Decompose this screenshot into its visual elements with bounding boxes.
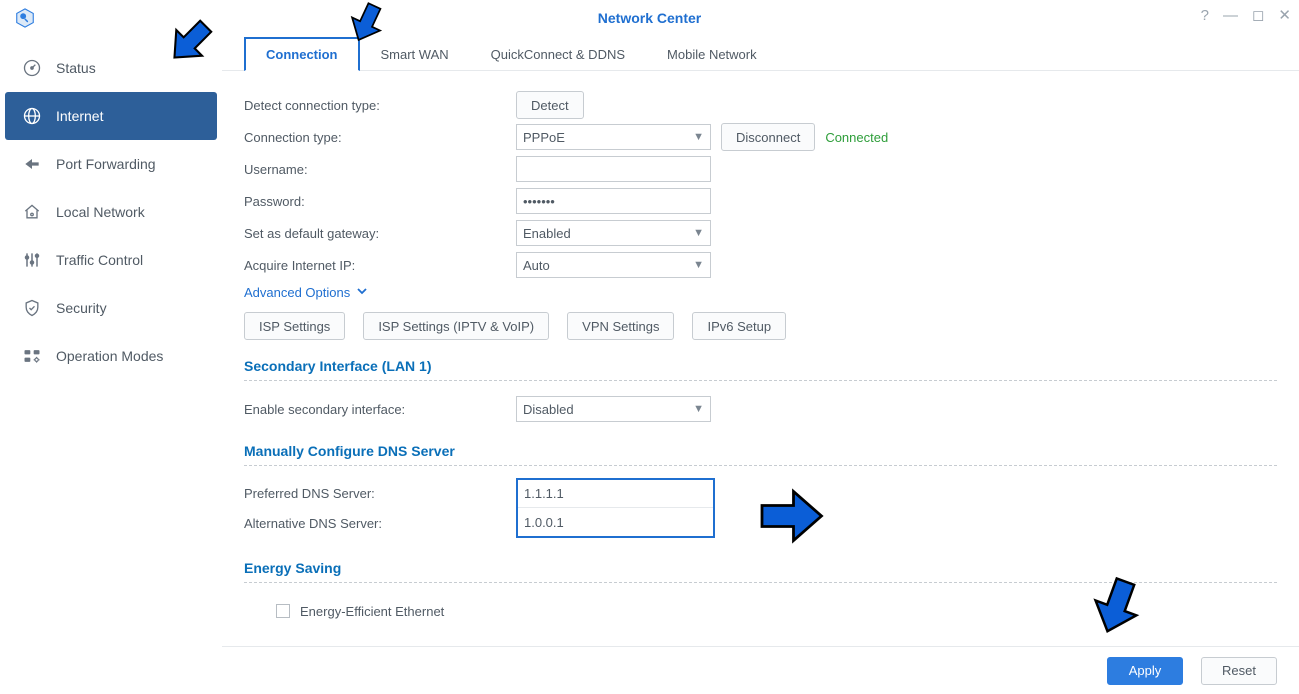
sidebar-item-internet[interactable]: Internet xyxy=(5,92,217,140)
chevron-down-icon: ▼ xyxy=(693,403,704,415)
window-title: Network Center xyxy=(0,10,1299,26)
secondary-enable-label: Enable secondary interface: xyxy=(244,402,516,417)
isp-settings-button[interactable]: ISP Settings xyxy=(244,312,345,340)
password-input[interactable] xyxy=(516,188,711,214)
gateway-select[interactable]: Enabled ▼ xyxy=(516,220,711,246)
energy-section-title: Energy Saving xyxy=(244,560,1277,582)
sidebar-item-port-forwarding[interactable]: Port Forwarding xyxy=(0,140,222,188)
modes-icon xyxy=(22,346,42,366)
window-controls: ? — ◻ ✕ xyxy=(1201,6,1291,24)
sidebar-item-label: Local Network xyxy=(56,204,145,220)
sidebar: Status Internet Port Forwarding Local Ne… xyxy=(0,36,222,694)
minimize-icon[interactable]: — xyxy=(1223,7,1238,24)
sidebar-item-label: Internet xyxy=(56,108,103,124)
dns-highlight-box xyxy=(516,478,715,538)
acquire-label: Acquire Internet IP: xyxy=(244,258,516,273)
shield-icon xyxy=(22,298,42,318)
energy-efficient-label: Energy-Efficient Ethernet xyxy=(300,604,444,619)
connection-status: Connected xyxy=(825,130,888,145)
titlebar: Network Center ? — ◻ ✕ xyxy=(0,0,1299,36)
alternative-dns-input[interactable] xyxy=(518,508,713,536)
energy-efficient-checkbox[interactable] xyxy=(276,604,290,618)
isp-iptv-voip-button[interactable]: ISP Settings (IPTV & VoIP) xyxy=(363,312,549,340)
gateway-value: Enabled xyxy=(523,226,571,241)
acquire-value: Auto xyxy=(523,258,550,273)
sidebar-item-label: Security xyxy=(56,300,107,316)
username-label: Username: xyxy=(244,162,516,177)
sidebar-item-label: Operation Modes xyxy=(56,348,163,364)
sidebar-item-label: Status xyxy=(56,60,96,76)
content-area: Detect connection type: Detect Connectio… xyxy=(222,71,1299,646)
house-icon xyxy=(22,202,42,222)
password-label: Password: xyxy=(244,194,516,209)
sidebar-item-security[interactable]: Security xyxy=(0,284,222,332)
sliders-icon xyxy=(22,250,42,270)
sidebar-item-label: Traffic Control xyxy=(56,252,143,268)
chevron-down-icon: ▼ xyxy=(693,259,704,271)
disconnect-button[interactable]: Disconnect xyxy=(721,123,815,151)
globe-icon xyxy=(22,106,42,126)
reset-button[interactable]: Reset xyxy=(1201,657,1277,685)
tab-smart-wan[interactable]: Smart WAN xyxy=(360,38,470,71)
close-icon[interactable]: ✕ xyxy=(1278,6,1291,24)
detect-button[interactable]: Detect xyxy=(516,91,584,119)
advanced-options-toggle[interactable]: Advanced Options xyxy=(244,285,368,300)
chevron-down-icon: ▼ xyxy=(693,227,704,239)
chevron-down-icon: ▼ xyxy=(693,131,704,143)
acquire-select[interactable]: Auto ▼ xyxy=(516,252,711,278)
tabbar: Connection Smart WAN QuickConnect & DDNS… xyxy=(222,36,1299,71)
sidebar-item-local-network[interactable]: Local Network xyxy=(0,188,222,236)
connection-type-select[interactable]: PPPoE ▼ xyxy=(516,124,711,150)
ipv6-setup-button[interactable]: IPv6 Setup xyxy=(692,312,786,340)
alternative-dns-label: Alternative DNS Server: xyxy=(244,516,516,531)
advanced-options-label: Advanced Options xyxy=(244,285,350,300)
dns-section-title: Manually Configure DNS Server xyxy=(244,443,1277,465)
preferred-dns-label: Preferred DNS Server: xyxy=(244,486,516,501)
tab-quickconnect-ddns[interactable]: QuickConnect & DDNS xyxy=(470,38,646,71)
help-icon[interactable]: ? xyxy=(1201,7,1209,24)
username-input[interactable] xyxy=(516,156,711,182)
vpn-settings-button[interactable]: VPN Settings xyxy=(567,312,674,340)
detect-label: Detect connection type: xyxy=(244,98,516,113)
sidebar-item-status[interactable]: Status xyxy=(0,44,222,92)
maximize-icon[interactable]: ◻ xyxy=(1252,6,1264,24)
main-panel: Connection Smart WAN QuickConnect & DDNS… xyxy=(222,36,1299,694)
connection-type-label: Connection type: xyxy=(244,130,516,145)
sidebar-item-traffic-control[interactable]: Traffic Control xyxy=(0,236,222,284)
gateway-label: Set as default gateway: xyxy=(244,226,516,241)
footer-bar: Apply Reset xyxy=(222,646,1299,694)
secondary-section-title: Secondary Interface (LAN 1) xyxy=(244,358,1277,380)
tab-connection[interactable]: Connection xyxy=(244,37,360,71)
secondary-enable-select[interactable]: Disabled ▼ xyxy=(516,396,711,422)
apply-button[interactable]: Apply xyxy=(1107,657,1183,685)
secondary-enable-value: Disabled xyxy=(523,402,574,417)
gauge-icon xyxy=(22,58,42,78)
sidebar-item-operation-modes[interactable]: Operation Modes xyxy=(0,332,222,380)
preferred-dns-input[interactable] xyxy=(518,480,713,508)
connection-type-value: PPPoE xyxy=(523,130,565,145)
sidebar-item-label: Port Forwarding xyxy=(56,156,156,172)
chevron-down-icon xyxy=(356,285,368,300)
tab-mobile-network[interactable]: Mobile Network xyxy=(646,38,778,71)
forward-icon xyxy=(22,154,42,174)
